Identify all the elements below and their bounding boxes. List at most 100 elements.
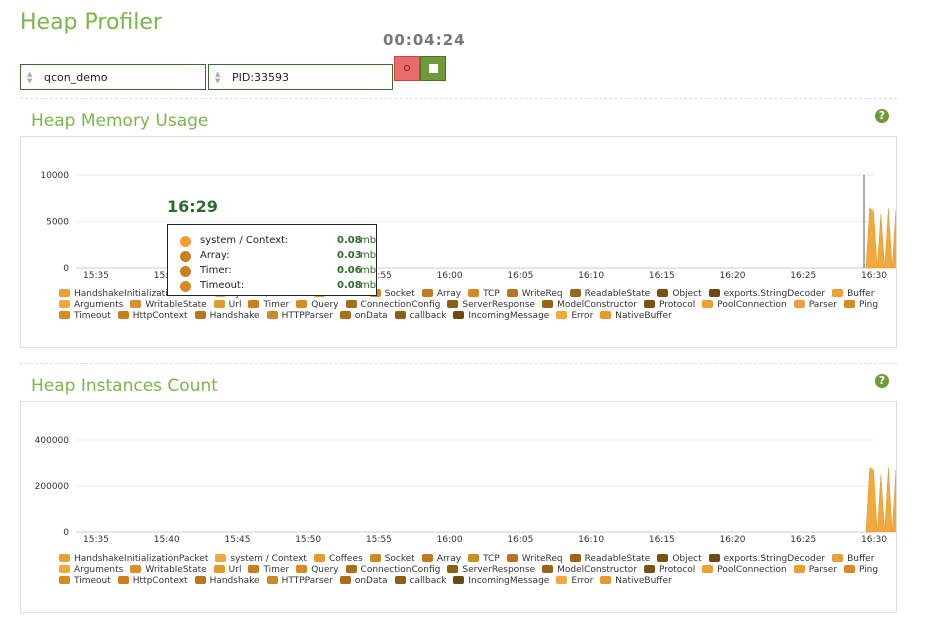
legend-item[interactable]: ConnectionConfig <box>345 300 440 311</box>
app-select[interactable]: ▲ ▼ qcon_demo <box>20 64 206 90</box>
legend-item[interactable]: callback <box>394 311 447 322</box>
legend-item[interactable]: Url <box>213 300 242 311</box>
legend-item[interactable]: PoolConnection <box>702 300 787 311</box>
legend-label: Query <box>311 565 339 575</box>
legend-item[interactable]: Parser <box>793 565 837 576</box>
legend-label: NativeBuffer <box>615 576 672 586</box>
legend-label: Url <box>228 300 242 310</box>
legend-item[interactable]: Ping <box>843 300 878 311</box>
legend-item[interactable]: Handshake <box>194 576 260 587</box>
legend-item[interactable]: Error <box>556 576 593 587</box>
legend-item[interactable]: HandshakeInitializationPacket <box>59 554 208 565</box>
legend-label: system / Context <box>230 554 307 564</box>
series-dot-icon <box>180 251 191 262</box>
legend-label: Timer <box>263 300 290 310</box>
legend-item[interactable]: Error <box>556 311 593 322</box>
legend-item[interactable]: HttpContext <box>117 576 188 587</box>
legend-item[interactable]: PoolConnection <box>702 565 787 576</box>
legend-item[interactable]: WritableState <box>130 565 207 576</box>
legend-item[interactable]: WriteReq <box>506 289 563 300</box>
legend-label: TCP <box>483 289 500 299</box>
legend-label: Object <box>672 289 702 299</box>
legend-label: HandshakeInitializationPacket <box>74 554 209 564</box>
legend-item[interactable]: ReadableState <box>569 289 650 300</box>
legend-item[interactable]: Buffer <box>832 289 874 300</box>
legend-item[interactable]: WritableState <box>130 300 207 311</box>
help-icon[interactable]: ? <box>875 374 889 388</box>
legend-item[interactable]: HttpContext <box>117 311 188 322</box>
legend-item[interactable]: Timer <box>248 300 289 311</box>
x-tick-label: 15:40 <box>154 535 180 545</box>
tooltip-series-name: Timer: <box>200 265 232 276</box>
legend-swatch <box>59 554 70 562</box>
legend-label: exports.StringDecoder <box>723 554 826 564</box>
legend-swatch <box>248 300 260 308</box>
legend-swatch <box>569 554 581 562</box>
legend-item[interactable]: Arguments <box>59 565 123 576</box>
legend-label: HttpContext <box>132 576 188 586</box>
legend-item[interactable]: HTTPParser <box>266 576 333 587</box>
legend-item[interactable]: Timeout <box>59 576 111 587</box>
legend-item[interactable]: Arguments <box>59 300 123 311</box>
elapsed-timer: 00:04:24 <box>383 31 466 49</box>
series-dot-icon <box>180 281 191 292</box>
legend-item[interactable]: ConnectionConfig <box>345 565 440 576</box>
legend-item[interactable]: Parser <box>793 300 837 311</box>
legend-item[interactable]: Timer <box>248 565 289 576</box>
legend-label: callback <box>409 311 447 321</box>
legend-item[interactable]: Buffer <box>832 554 874 565</box>
legend-label: Array <box>436 289 462 299</box>
legend-swatch <box>506 554 518 562</box>
legend-swatch <box>296 565 308 573</box>
legend-item[interactable]: NativeBuffer <box>600 311 672 322</box>
legend-label: PoolConnection <box>717 300 787 310</box>
legend-item[interactable]: exports.StringDecoder <box>708 289 825 300</box>
legend-item[interactable]: ModelConstructor <box>542 565 637 576</box>
legend-label: Handshake <box>209 576 260 586</box>
legend-swatch <box>793 300 805 308</box>
legend-swatch <box>59 300 70 308</box>
legend-item[interactable]: Coffees <box>313 554 363 565</box>
legend-item[interactable]: ModelConstructor <box>542 300 637 311</box>
legend-item[interactable]: system / Context <box>215 554 307 565</box>
legend-item[interactable]: TCP <box>468 554 500 565</box>
legend-label: WriteReq <box>521 554 563 564</box>
legend-label: NativeBuffer <box>615 311 672 321</box>
legend-item[interactable]: Timeout <box>59 311 111 322</box>
legend-item[interactable]: ReadableState <box>569 554 650 565</box>
legend-swatch <box>832 289 844 297</box>
legend-item[interactable]: Object <box>657 554 702 565</box>
legend-item[interactable]: Socket <box>369 554 415 565</box>
heap-instances-legend: HandshakeInitializationPacket system / Co… <box>59 554 889 587</box>
legend-item[interactable]: Url <box>213 565 241 576</box>
legend-item[interactable]: NativeBuffer <box>600 576 672 587</box>
stop-button[interactable] <box>420 56 446 81</box>
legend-item[interactable]: HTTPParser <box>266 311 333 322</box>
tooltip-series-value: 0.08 <box>337 235 362 246</box>
legend-item[interactable]: callback <box>394 576 446 587</box>
help-icon[interactable]: ? <box>875 109 889 123</box>
legend-item[interactable]: Handshake <box>194 311 260 322</box>
legend-item[interactable]: TCP <box>468 289 500 300</box>
legend-item[interactable]: onData <box>339 576 388 587</box>
legend-item[interactable]: ServerResponse <box>447 300 535 311</box>
legend-item[interactable]: IncomingMessage <box>453 311 549 322</box>
legend-item[interactable]: HandshakeInitializationPacket <box>59 289 208 300</box>
legend-item[interactable]: Protocol <box>643 565 695 576</box>
legend-item[interactable]: Query <box>296 565 339 576</box>
record-button[interactable] <box>394 56 420 81</box>
legend-item[interactable]: Protocol <box>643 300 695 311</box>
legend-item[interactable]: IncomingMessage <box>453 576 549 587</box>
x-tick-label: 15:50 <box>295 535 321 545</box>
legend-item[interactable]: Array <box>421 554 461 565</box>
legend-item[interactable]: Ping <box>843 565 878 576</box>
pid-select[interactable]: ▲ ▼ PID:33593 <box>208 64 393 90</box>
legend-item[interactable]: ServerResponse <box>447 565 535 576</box>
legend-item[interactable]: Object <box>657 289 702 300</box>
legend-item[interactable]: exports.StringDecoder <box>708 554 826 565</box>
legend-label: Parser <box>808 300 837 310</box>
legend-item[interactable]: WriteReq <box>506 554 563 565</box>
legend-item[interactable]: onData <box>339 311 388 322</box>
legend-item[interactable]: Array <box>421 289 462 300</box>
legend-item[interactable]: Query <box>296 300 339 311</box>
